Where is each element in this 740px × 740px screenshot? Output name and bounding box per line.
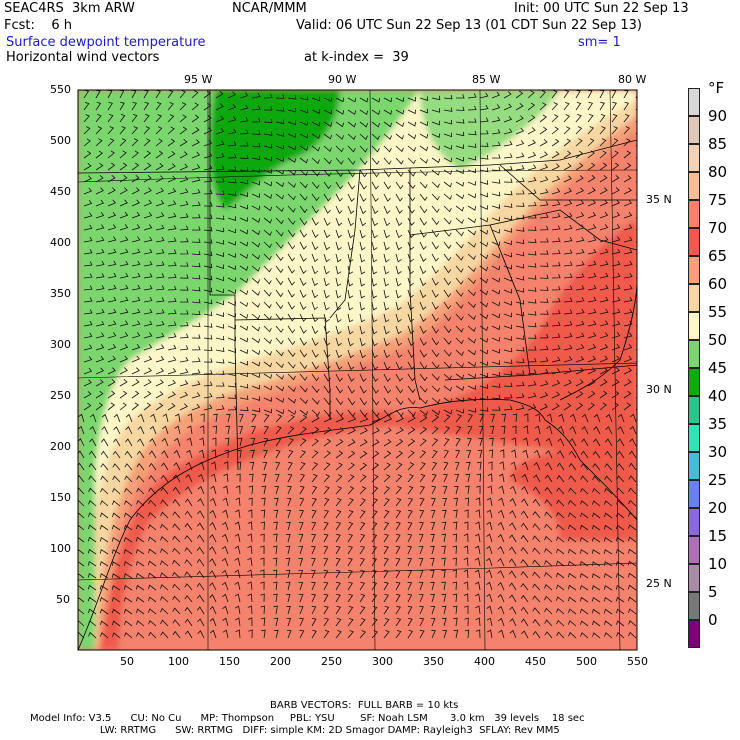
plot-frame <box>77 89 638 651</box>
colorbar-swatch <box>688 340 700 368</box>
vector-title: Horizontal wind vectors <box>6 50 160 65</box>
model-info-line1: Model Info: V3.5 CU: No Cu MP: Thompson … <box>30 713 585 724</box>
colorbar-swatch <box>688 88 700 116</box>
model-title: SEAC4RS 3km ARW <box>4 1 135 16</box>
y-tick: 300 <box>50 338 71 351</box>
y-tick: 250 <box>50 389 71 402</box>
init-time: Init: 00 UTC Sun 22 Sep 13 <box>514 1 689 16</box>
lat-label: 30 N <box>646 383 672 396</box>
colorbar-label: 25 <box>708 471 728 489</box>
y-tick: 350 <box>50 287 71 300</box>
colorbar-swatch <box>688 564 700 592</box>
colorbar-swatch <box>688 312 700 340</box>
valid-time: Valid: 06 UTC Sun 22 Sep 13 (01 CDT Sun … <box>296 18 642 33</box>
lon-label: 80 W <box>618 73 647 86</box>
colorbar-label: 35 <box>708 415 728 433</box>
x-tick: 300 <box>372 655 393 668</box>
colorbar-label: 50 <box>708 331 728 349</box>
colorbar-label: 80 <box>708 163 728 181</box>
colorbar-swatch <box>688 116 700 144</box>
level-label: at k-index = 39 <box>304 50 409 65</box>
lat-label: 25 N <box>646 577 672 590</box>
field-title: Surface dewpoint temperature <box>6 35 206 50</box>
colorbar-label: 0 <box>708 611 718 629</box>
x-tick: 550 <box>627 655 648 668</box>
colorbar-swatch <box>688 424 700 452</box>
colorbar-label: 65 <box>708 247 728 265</box>
smoothing-label: sm= 1 <box>578 35 621 50</box>
colorbar-swatch <box>688 620 700 648</box>
x-tick: 400 <box>474 655 495 668</box>
colorbar-swatch <box>688 536 700 564</box>
colorbar-label: 20 <box>708 499 728 517</box>
model-info-line2: LW: RRTMG SW: RRTMG DIFF: simple KM: 2D … <box>30 725 560 736</box>
x-tick: 50 <box>120 655 134 668</box>
colorbar-swatch <box>688 172 700 200</box>
x-tick: 500 <box>576 655 597 668</box>
colorbar-swatch <box>688 144 700 172</box>
x-tick: 150 <box>219 655 240 668</box>
colorbar-swatch <box>688 228 700 256</box>
colorbar-unit: °F <box>708 79 725 97</box>
colorbar-label: 60 <box>708 275 728 293</box>
colorbar-label: 55 <box>708 303 728 321</box>
y-tick: 200 <box>50 440 71 453</box>
y-tick: 450 <box>50 185 71 198</box>
colorbar-swatch <box>688 480 700 508</box>
colorbar-swatch <box>688 200 700 228</box>
lon-label: 90 W <box>328 73 357 86</box>
colorbar-swatch <box>688 592 700 620</box>
x-tick: 100 <box>168 655 189 668</box>
colorbar-swatch <box>688 368 700 396</box>
colorbar-label: 70 <box>708 219 728 237</box>
y-tick: 500 <box>50 134 71 147</box>
colorbar-label: 5 <box>708 583 718 601</box>
dewpoint-field <box>78 90 637 650</box>
y-tick: 100 <box>50 542 71 555</box>
colorbar-swatch <box>688 508 700 536</box>
colorbar-swatch <box>688 452 700 480</box>
wind-barb <box>78 90 637 639</box>
colorbar-label: 45 <box>708 359 728 377</box>
colorbar-label: 15 <box>708 527 728 545</box>
colorbar-label: 90 <box>708 107 728 125</box>
y-tick: 400 <box>50 236 71 249</box>
barb-legend: BARB VECTORS: FULL BARB = 10 kts <box>270 700 459 711</box>
colorbar-swatch <box>688 256 700 284</box>
y-tick: 550 <box>50 83 71 96</box>
forecast-hour: Fcst: 6 h <box>4 18 73 33</box>
y-tick: 150 <box>50 491 71 504</box>
org-label: NCAR/MMM <box>232 1 307 16</box>
colorbar-swatch <box>688 396 700 424</box>
x-tick: 350 <box>423 655 444 668</box>
x-tick: 200 <box>270 655 291 668</box>
colorbar-swatch <box>688 284 700 312</box>
x-tick: 250 <box>321 655 342 668</box>
colorbar-label: 30 <box>708 443 728 461</box>
colorbar-label: 40 <box>708 387 728 405</box>
lon-label: 85 W <box>472 73 501 86</box>
y-tick: 50 <box>56 593 70 606</box>
lat-label: 35 N <box>646 193 672 206</box>
colorbar-label: 75 <box>708 191 728 209</box>
colorbar-label: 85 <box>708 135 728 153</box>
lon-label: 95 W <box>184 73 213 86</box>
colorbar-label: 10 <box>708 555 728 573</box>
graticule <box>78 90 637 650</box>
x-tick: 450 <box>525 655 546 668</box>
wind-barbs <box>78 90 637 639</box>
